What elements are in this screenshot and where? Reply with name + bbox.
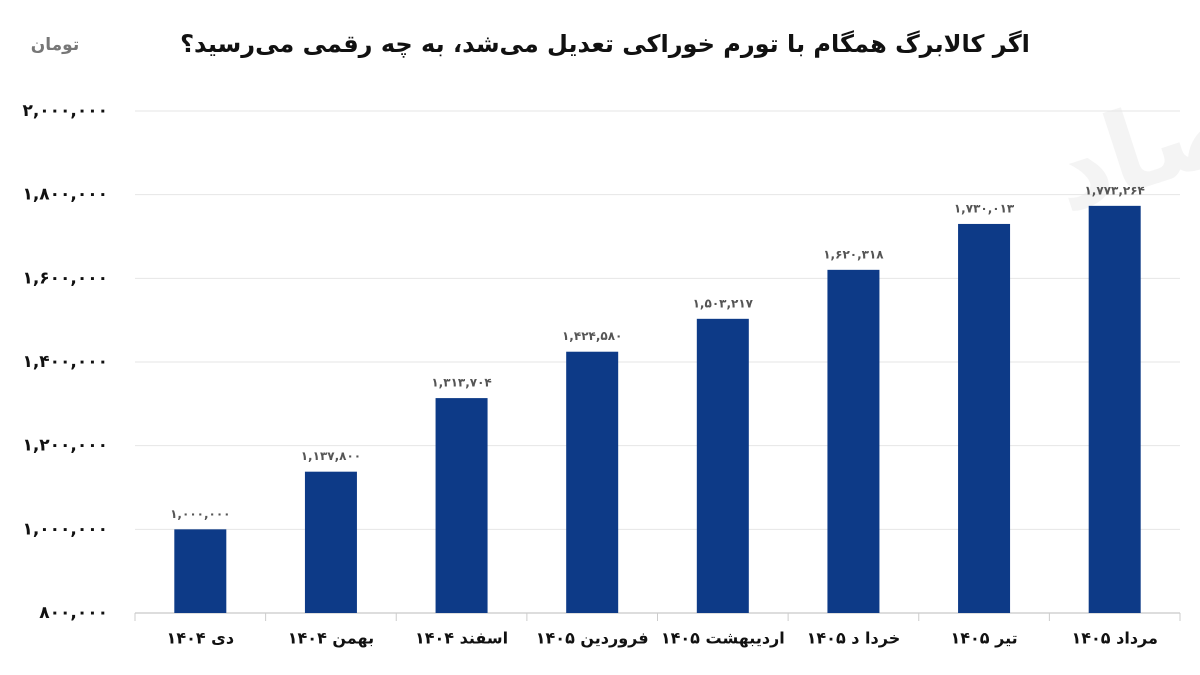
y-tick-label: ۱,۰۰۰,۰۰۰	[22, 519, 108, 539]
bar	[958, 223, 1011, 613]
value-label: ۱,۴۲۴,۵۸۰	[562, 329, 622, 343]
x-tick-label: خردا د ۱۴۰۵	[807, 629, 901, 648]
chart-title: اگر کالابرگ همگام با تورم خوراکی تعدیل م…	[180, 30, 1030, 58]
bar	[696, 318, 749, 613]
bar	[827, 269, 880, 613]
value-label: ۱,۵۰۳,۲۱۷	[693, 296, 754, 310]
y-tick-label: ۱,۸۰۰,۰۰۰	[22, 185, 108, 205]
value-label: ۱,۷۳۰,۰۱۳	[954, 201, 1015, 215]
watermark: دنیای اقتصاد	[1034, 0, 1200, 238]
y-tick-label: ۸۰۰,۰۰۰	[39, 603, 108, 623]
y-tick-label: ۲,۰۰۰,۰۰۰	[22, 101, 108, 121]
y-tick-label: ۱,۶۰۰,۰۰۰	[22, 268, 108, 288]
x-tick-label: اسفند ۱۴۰۴	[415, 629, 508, 648]
value-label: ۱,۰۰۰,۰۰۰	[170, 507, 230, 521]
x-tick-label: تیر ۱۴۰۵	[951, 629, 1018, 648]
value-label: ۱,۳۱۳,۷۰۴	[431, 376, 491, 390]
x-tick-label: فروردین ۱۴۰۵	[536, 629, 649, 648]
x-tick-label: دی ۱۴۰۴	[167, 629, 235, 648]
bar	[174, 529, 227, 613]
y-tick-label: ۱,۴۰۰,۰۰۰	[22, 352, 108, 372]
value-label: ۱,۷۷۳,۲۶۴	[1084, 183, 1144, 197]
x-tick-label: مرداد ۱۴۰۵	[1071, 629, 1157, 648]
value-label: ۱,۱۳۷,۸۰۰	[301, 449, 361, 463]
bar	[566, 351, 619, 613]
unit-label: تومان	[31, 35, 79, 55]
x-tick-label: اردیبهشت ۱۴۰۵	[661, 629, 785, 648]
bar	[304, 471, 357, 613]
x-tick-label: بهمن ۱۴۰۴	[288, 629, 374, 648]
value-label: ۱,۶۲۰,۳۱۸	[823, 247, 884, 261]
bar	[435, 398, 488, 613]
y-tick-label: ۱,۲۰۰,۰۰۰	[22, 436, 108, 456]
bar	[1088, 205, 1141, 613]
